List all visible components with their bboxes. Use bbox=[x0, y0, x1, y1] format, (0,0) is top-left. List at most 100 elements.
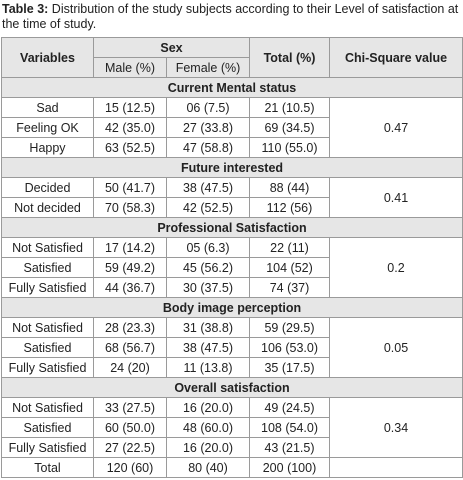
cell: 63 (52.5) bbox=[93, 137, 167, 158]
row-label: Satisfied bbox=[1, 337, 94, 358]
cell: 69 (34.5) bbox=[249, 117, 330, 138]
row-label: Satisfied bbox=[1, 417, 94, 438]
cell: 28 (23.3) bbox=[93, 317, 167, 338]
cell: 31 (38.8) bbox=[166, 317, 250, 338]
row-label: Not Satisfied bbox=[1, 397, 94, 418]
cell: 50 (41.7) bbox=[93, 177, 167, 198]
data-row: Satisfied 60 (50.0) 48 (60.0) 108 (54.0) bbox=[1, 417, 463, 438]
section-row: Professional Satisfaction bbox=[1, 217, 463, 238]
row-label: Decided bbox=[1, 177, 94, 198]
cell: 06 (7.5) bbox=[166, 97, 250, 118]
cell: 68 (56.7) bbox=[93, 337, 167, 358]
cell: 16 (20.0) bbox=[166, 397, 250, 418]
cell: 43 (21.5) bbox=[249, 437, 330, 458]
cell: 60 (50.0) bbox=[93, 417, 167, 438]
data-row: Fully Satisfied 44 (36.7) 30 (37.5) 74 (37) bbox=[1, 277, 463, 298]
row-label: Satisfied bbox=[1, 257, 94, 278]
cell: 17 (14.2) bbox=[93, 237, 167, 258]
cell: 38 (47.5) bbox=[166, 337, 250, 358]
row-label: Sad bbox=[1, 97, 94, 118]
cell: 22 (11) bbox=[249, 237, 330, 258]
section-row: Body image perception bbox=[1, 297, 463, 318]
header-cell: Sex bbox=[93, 37, 250, 58]
cell: 106 (53.0) bbox=[249, 337, 330, 358]
chi-square-cell: 0.41 bbox=[329, 177, 463, 218]
header-cell: Chi-Square value bbox=[329, 37, 463, 78]
data-row: Not Satisfied 17 (14.2) 05 (6.3) 22 (11) 0.2 bbox=[1, 237, 463, 298]
section-title: Overall satisfaction bbox=[1, 377, 463, 398]
cell: 44 (36.7) bbox=[93, 277, 167, 298]
data-row: Fully Satisfied 27 (22.5) 16 (20.0) 43 (21.… bbox=[1, 437, 463, 458]
header-row: Male (%) Female (%) bbox=[2, 57, 463, 78]
data-row: Not Satisfied 28 (23.3) 31 (38.8) 59 (29.5)… bbox=[1, 317, 463, 378]
cell: 16 (20.0) bbox=[166, 437, 250, 458]
cell: 15 (12.5) bbox=[93, 97, 167, 118]
total-row: Total 120 (60) 80 (40) 200 (100) bbox=[1, 457, 463, 478]
row-label: Happy bbox=[1, 137, 94, 158]
data-row: Happy 63 (52.5) 47 (58.8) 110 (55.0) bbox=[1, 137, 463, 158]
caption-label: Table 3: bbox=[2, 2, 49, 16]
data-row: Fully Satisfied 24 (20) 11 (13.8) 35 (17.5) bbox=[1, 357, 463, 378]
chi-square-cell: 0.34 bbox=[329, 397, 463, 458]
section-title: Current Mental status bbox=[1, 77, 463, 98]
header-cell: Variables bbox=[1, 37, 94, 78]
empty-cell bbox=[329, 457, 463, 478]
cell: 47 (58.8) bbox=[166, 137, 250, 158]
row-label: Not decided bbox=[1, 197, 94, 218]
cell: 59 (49.2) bbox=[93, 257, 167, 278]
cell: 110 (55.0) bbox=[249, 137, 330, 158]
header-cell: Female (%) bbox=[166, 57, 250, 78]
row-label: Feeling OK bbox=[1, 117, 94, 138]
cell: 33 (27.5) bbox=[93, 397, 167, 418]
cell: 120 (60) bbox=[93, 457, 167, 478]
cell: 21 (10.5) bbox=[249, 97, 330, 118]
row-label: Fully Satisfied bbox=[1, 437, 94, 458]
cell: 49 (24.5) bbox=[249, 397, 330, 418]
cell: 59 (29.5) bbox=[249, 317, 330, 338]
cell: 200 (100) bbox=[249, 457, 330, 478]
cell: 27 (33.8) bbox=[166, 117, 250, 138]
cell: 45 (56.2) bbox=[166, 257, 250, 278]
cell: 74 (37) bbox=[249, 277, 330, 298]
section-title: Body image perception bbox=[1, 297, 463, 318]
chi-square-cell: 0.05 bbox=[329, 317, 463, 378]
cell: 30 (37.5) bbox=[166, 277, 250, 298]
header-cell: Male (%) bbox=[93, 57, 167, 78]
row-label: Not Satisfied bbox=[1, 237, 94, 258]
cell: 80 (40) bbox=[166, 457, 250, 478]
cell: 24 (20) bbox=[93, 357, 167, 378]
row-label: Not Satisfied bbox=[1, 317, 94, 338]
cell: 112 (56) bbox=[249, 197, 330, 218]
section-title: Future interested bbox=[1, 157, 463, 178]
section-row: Overall satisfaction bbox=[1, 377, 463, 398]
cell: 104 (52) bbox=[249, 257, 330, 278]
row-label: Total bbox=[1, 457, 94, 478]
caption: Table 3: Distribution of the study subje… bbox=[0, 0, 463, 34]
cell: 42 (52.5) bbox=[166, 197, 250, 218]
section-title: Professional Satisfaction bbox=[1, 217, 463, 238]
cell: 48 (60.0) bbox=[166, 417, 250, 438]
cell: 11 (13.8) bbox=[166, 357, 250, 378]
section-row: Current Mental status bbox=[1, 77, 463, 98]
cell: 05 (6.3) bbox=[166, 237, 250, 258]
data-row: Decided 50 (41.7) 38 (47.5) 88 (44) 0.41 bbox=[1, 177, 463, 218]
header-cell: Total (%) bbox=[249, 37, 330, 78]
chi-square-cell: 0.47 bbox=[329, 97, 463, 158]
data-row: Sad 15 (12.5) 06 (7.5) 21 (10.5) 0.47 bbox=[1, 97, 463, 158]
row-label: Fully Satisfied bbox=[1, 357, 94, 378]
section-row: Future interested bbox=[1, 157, 463, 178]
caption-text: Distribution of the study subjects accor… bbox=[2, 2, 459, 31]
cell: 38 (47.5) bbox=[166, 177, 250, 198]
header-row: Variables Sex Total (%) Chi-Square value bbox=[1, 37, 463, 78]
table-body: Current Mental status Sad 15 (12.5) 06 (7.5… bbox=[1, 77, 463, 478]
cell: 88 (44) bbox=[249, 177, 330, 198]
cell: 42 (35.0) bbox=[93, 117, 167, 138]
table: Variables Sex Total (%) Chi-Square value… bbox=[1, 37, 463, 478]
data-row: Satisfied 68 (56.7) 38 (47.5) 106 (53.0) bbox=[1, 337, 463, 358]
cell: 27 (22.5) bbox=[93, 437, 167, 458]
chi-square-cell: 0.2 bbox=[329, 237, 463, 298]
data-row: Not Satisfied 33 (27.5) 16 (20.0) 49 (24.5)… bbox=[1, 397, 463, 458]
cell: 108 (54.0) bbox=[249, 417, 330, 438]
cell: 35 (17.5) bbox=[249, 357, 330, 378]
